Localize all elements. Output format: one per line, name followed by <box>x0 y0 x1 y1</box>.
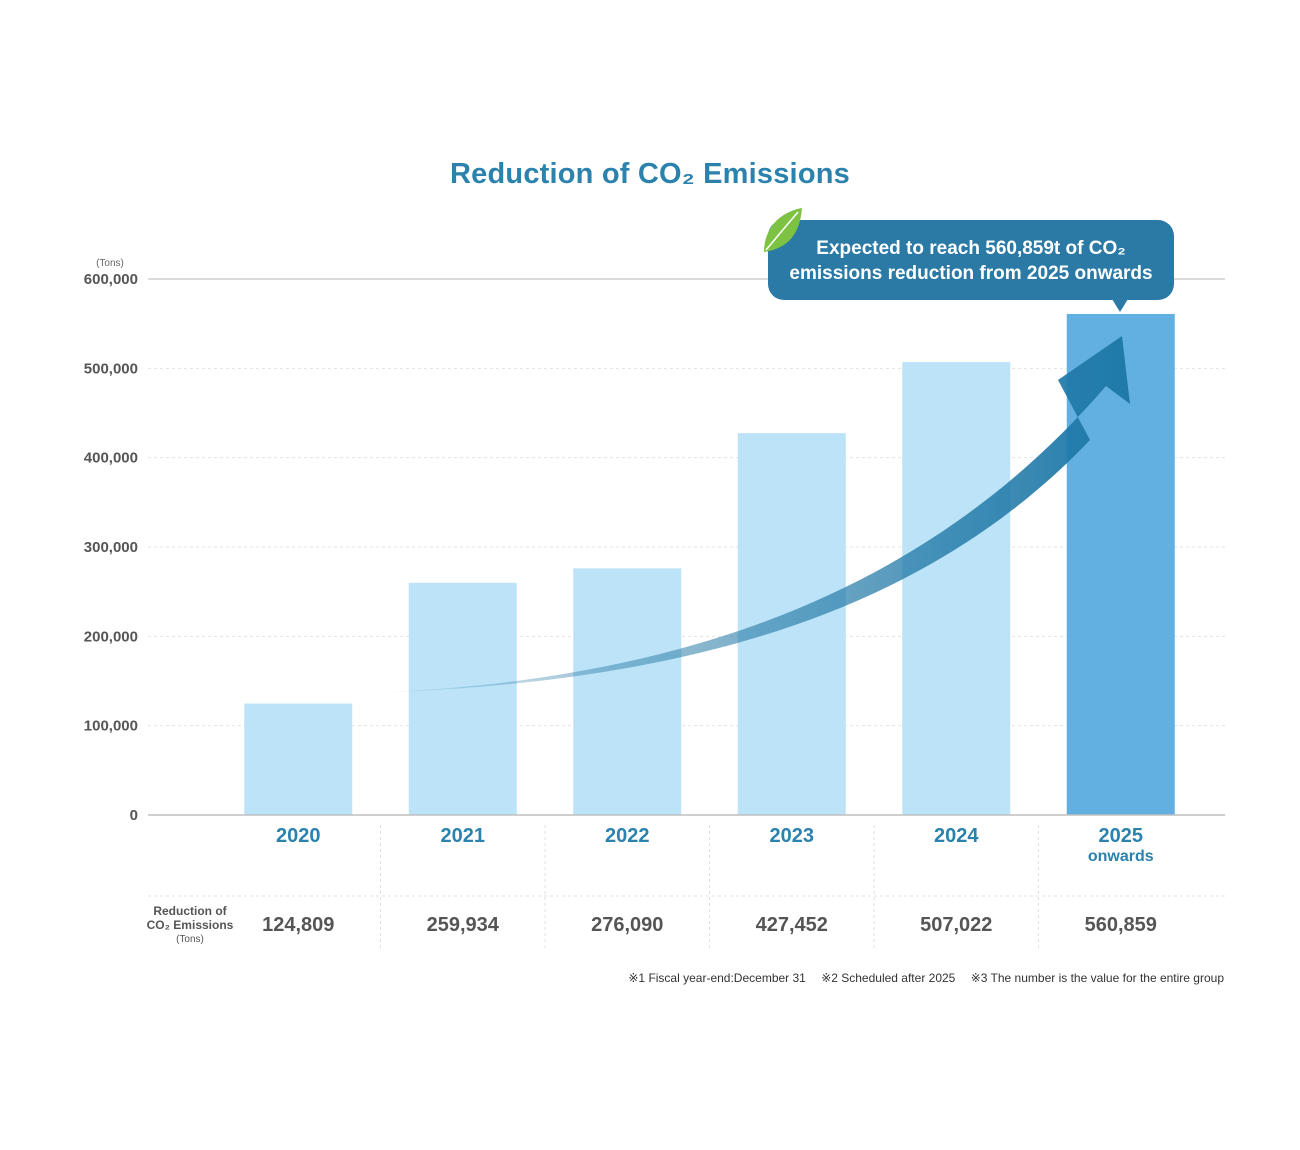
callout-line2: emissions reduction from 2025 onwards <box>789 263 1152 284</box>
data-label-2025: 560,859 <box>1085 914 1157 936</box>
footnote-3: ※3 The number is the value for the entir… <box>971 971 1224 985</box>
callout-bubble <box>768 220 1174 300</box>
callout-line1: Expected to reach 560,859t of CO₂ <box>816 238 1125 259</box>
x-tick-sublabel: onwards <box>1088 848 1154 865</box>
data-label-2023: 427,452 <box>756 914 828 936</box>
x-tick-label-2023: 2023 <box>770 825 815 847</box>
y-tick-label: 400,000 <box>84 450 138 467</box>
row-header-unit: (Tons) <box>176 934 204 945</box>
row-header-line1: Reduction of <box>153 904 227 918</box>
y-tick-label: 600,000 <box>84 271 138 288</box>
y-tick-label: 0 <box>130 807 138 824</box>
footnote-1: ※1 Fiscal year-end:December 31 <box>628 971 805 985</box>
x-tick-label-2022: 2022 <box>605 825 650 847</box>
y-tick-label: 300,000 <box>84 539 138 556</box>
bar-2024 <box>902 362 1010 815</box>
callout-pointer <box>1112 299 1128 312</box>
footnotes: ※1 Fiscal year-end:December 31 ※2 Schedu… <box>616 971 1224 985</box>
y-tick-label: 500,000 <box>84 360 138 377</box>
bar-2021 <box>409 583 517 815</box>
data-label-2024: 507,022 <box>920 914 992 936</box>
row-header-line2: CO₂ Emissions <box>147 918 234 932</box>
y-tick-label: 200,000 <box>84 628 138 645</box>
bar-2020 <box>244 704 352 815</box>
bar-2022 <box>573 568 681 815</box>
data-label-2021: 259,934 <box>427 914 500 936</box>
x-tick-label-2024: 2024 <box>934 825 979 847</box>
footnote-2: ※2 Scheduled after 2025 <box>821 971 955 985</box>
x-tick-label-2025: 2025 <box>1099 825 1144 847</box>
x-tick-label-2020: 2020 <box>276 825 321 847</box>
data-label-2022: 276,090 <box>591 914 663 936</box>
x-tick-label-2021: 2021 <box>441 825 486 847</box>
y-tick-label: 100,000 <box>84 718 138 735</box>
y-axis-unit: (Tons) <box>96 258 124 269</box>
data-label-2020: 124,809 <box>262 914 334 936</box>
